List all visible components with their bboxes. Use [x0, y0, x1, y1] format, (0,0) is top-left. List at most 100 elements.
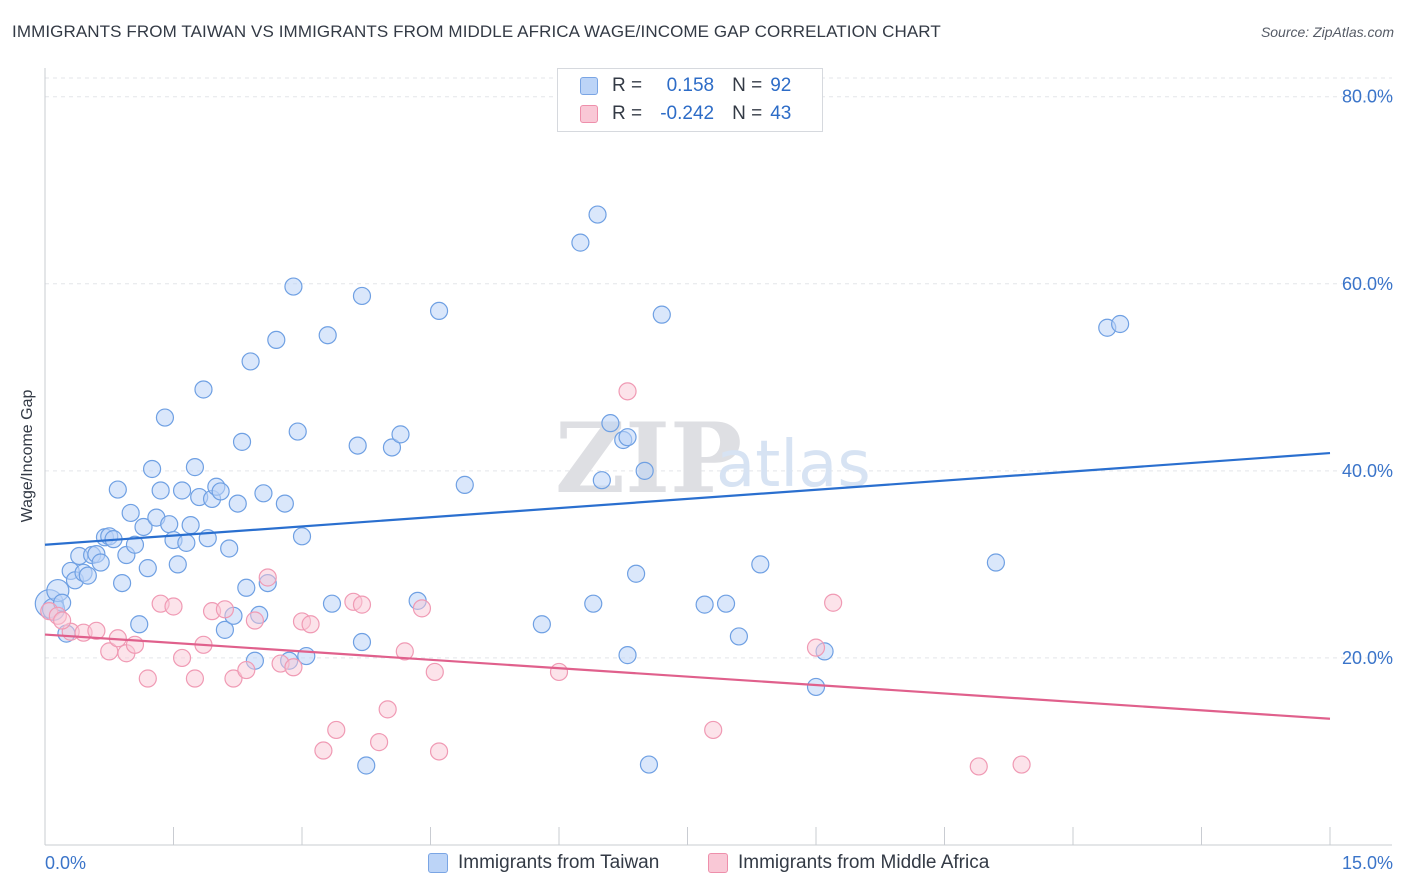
- y-tick-labels: 20.0% 40.0% 60.0% 80.0%: [1342, 87, 1393, 668]
- taiwan-point: [130, 615, 149, 634]
- taiwan-point: [168, 555, 187, 574]
- y-tick-label: 80.0%: [1342, 87, 1393, 107]
- middle-africa-point: [378, 700, 397, 719]
- taiwan-point: [357, 756, 376, 775]
- taiwan-point: [237, 578, 256, 597]
- taiwan-point: [635, 461, 654, 480]
- taiwan-point: [695, 595, 714, 614]
- series-middle-africa-points: [40, 382, 1031, 776]
- legend-r-value-middle-africa: -0.242: [660, 103, 715, 124]
- taiwan-point: [228, 494, 247, 513]
- series-name-middle-africa: Immigrants from Middle Africa: [738, 852, 990, 873]
- taiwan-point: [155, 408, 175, 427]
- y-tick-label: 40.0%: [1342, 461, 1393, 481]
- taiwan-point: [626, 564, 646, 583]
- middle-africa-point: [618, 382, 637, 401]
- taiwan-point: [125, 535, 145, 554]
- legend-swatch-taiwan: [580, 77, 598, 95]
- taiwan-point: [571, 233, 590, 252]
- legend-n-value-taiwan: 92: [770, 75, 792, 96]
- middle-africa-point: [395, 642, 414, 661]
- series-name-taiwan: Immigrants from Taiwan: [458, 852, 660, 873]
- trend-lines: [44, 451, 1331, 720]
- source-label: Source: ZipAtlas.com: [1260, 24, 1394, 40]
- watermark-atlas: atlas: [716, 428, 871, 502]
- middle-africa-point: [284, 658, 303, 677]
- taiwan-point: [121, 503, 140, 523]
- taiwan-point: [78, 566, 97, 585]
- series-taiwan-points: [34, 205, 1130, 775]
- taiwan-point: [716, 594, 736, 613]
- chart-title: IMMIGRANTS FROM TAIWAN VS IMMIGRANTS FRO…: [12, 22, 941, 41]
- taiwan-point: [639, 755, 659, 774]
- middle-africa-point: [172, 648, 192, 668]
- taiwan-point: [232, 432, 252, 451]
- middle-africa-point: [258, 568, 277, 587]
- taiwan-point: [1111, 314, 1130, 334]
- middle-africa-point: [224, 669, 243, 688]
- correlation-legend: R = 0.158 N = 92 R = -0.242 N = 43: [557, 68, 823, 132]
- taiwan-point: [288, 422, 307, 441]
- taiwan-point: [91, 553, 110, 572]
- taiwan-point: [806, 677, 826, 697]
- series-swatch-middle-africa: [708, 853, 728, 873]
- taiwan-point: [382, 438, 402, 457]
- taiwan-point: [254, 484, 273, 503]
- middle-africa-point: [314, 741, 333, 760]
- taiwan-point: [292, 527, 312, 546]
- legend-row-taiwan: R = 0.158 N = 92: [580, 74, 791, 98]
- legend-n-value-middle-africa: 43: [770, 103, 792, 124]
- middle-africa-point: [164, 597, 183, 616]
- taiwan-point: [584, 594, 603, 613]
- middle-africa-point: [53, 611, 72, 630]
- taiwan-point: [241, 352, 260, 371]
- taiwan-point: [592, 471, 611, 490]
- taiwan-point: [275, 494, 294, 513]
- taiwan-trend-line: [44, 451, 1331, 546]
- legend-r-label: R =: [612, 103, 643, 124]
- taiwan-point: [151, 481, 170, 500]
- taiwan-point: [138, 559, 157, 578]
- taiwan-point: [194, 380, 213, 399]
- taiwan-point: [267, 330, 286, 350]
- x-tick-label-min: 0.0%: [45, 853, 86, 873]
- taiwan-point: [220, 539, 239, 558]
- taiwan-point: [322, 594, 342, 613]
- series-swatch-taiwan: [428, 853, 448, 873]
- legend-n-label: N =: [732, 103, 763, 124]
- taiwan-point: [318, 326, 337, 345]
- middle-africa-point: [301, 615, 320, 634]
- taiwan-point: [172, 481, 192, 500]
- taiwan-point: [177, 533, 196, 552]
- taiwan-point: [160, 515, 179, 534]
- y-tick-label: 60.0%: [1342, 274, 1393, 294]
- middle-africa-point: [352, 595, 372, 614]
- taiwan-point: [352, 632, 372, 652]
- middle-africa-point: [327, 720, 346, 740]
- taiwan-point: [108, 480, 127, 499]
- middle-africa-point: [969, 757, 988, 776]
- legend-r-value-taiwan: 0.158: [666, 75, 715, 96]
- y-axis-label: Wage/Income Gap: [19, 389, 36, 523]
- middle-africa-point: [370, 733, 389, 752]
- middle-africa-point: [237, 660, 256, 680]
- x-tick-labels: 0.0% 15.0%: [45, 853, 1393, 873]
- taiwan-point: [429, 301, 449, 321]
- middle-africa-point: [1012, 755, 1031, 774]
- series-legend: Immigrants from Taiwan Immigrants from M…: [0, 852, 1406, 876]
- taiwan-point: [352, 286, 372, 306]
- legend-r-label: R =: [612, 75, 643, 96]
- taiwan-point: [284, 277, 303, 296]
- taiwan-point: [185, 458, 205, 477]
- taiwan-point: [652, 305, 671, 324]
- taiwan-point: [215, 620, 234, 639]
- y-tick-label: 20.0%: [1342, 648, 1393, 668]
- middle-africa-point: [824, 593, 843, 612]
- x-tick-label-max: 15.0%: [1342, 853, 1393, 873]
- taiwan-point: [455, 475, 474, 494]
- middle-africa-point: [429, 742, 449, 761]
- taiwan-point: [211, 482, 230, 501]
- middle-africa-point: [412, 599, 432, 618]
- middle-africa-point: [806, 638, 826, 657]
